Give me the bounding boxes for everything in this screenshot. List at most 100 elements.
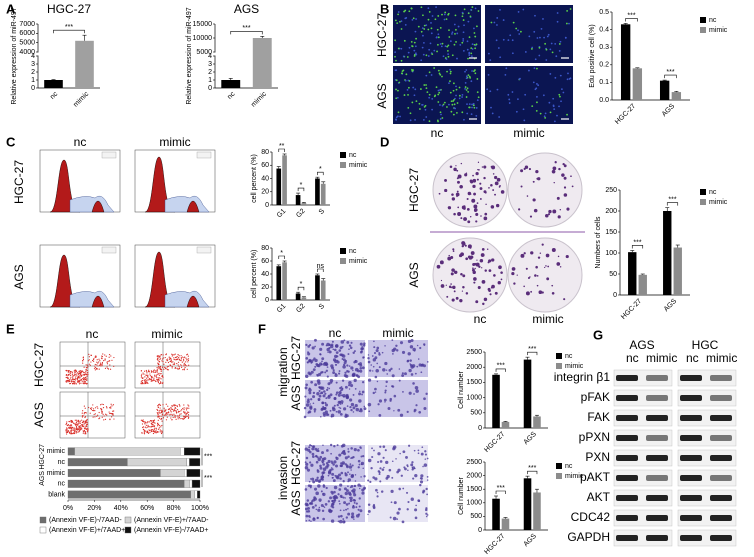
stained-cell	[357, 459, 361, 463]
significance-bracket	[666, 202, 679, 206]
stained-cell	[317, 457, 321, 462]
event	[176, 408, 179, 411]
colony	[445, 284, 447, 286]
axis-break	[212, 52, 218, 56]
event	[183, 357, 185, 359]
event	[184, 411, 186, 413]
band	[710, 415, 732, 421]
event	[76, 379, 78, 381]
stained-cell	[349, 405, 352, 409]
stained-cell	[343, 487, 347, 491]
event	[151, 379, 153, 381]
event	[86, 364, 89, 366]
event	[79, 372, 81, 375]
legend-swatch	[700, 199, 706, 205]
stained-cell	[378, 399, 383, 403]
event	[159, 382, 161, 385]
stained-cell	[352, 406, 356, 410]
colony	[497, 281, 501, 285]
event	[103, 360, 105, 362]
x-tick-label: AGS	[661, 103, 677, 119]
stained-cell	[346, 405, 349, 407]
colony	[459, 184, 463, 189]
cell-dot	[533, 67, 536, 70]
cell-dot	[453, 107, 456, 109]
event	[98, 368, 100, 370]
event	[162, 376, 164, 378]
stained-cell	[412, 477, 415, 480]
cell-dot	[394, 19, 397, 22]
event	[113, 410, 115, 412]
cell-dot	[444, 45, 447, 47]
cell-dot	[466, 103, 468, 106]
event	[176, 405, 178, 408]
cell-dot	[507, 39, 510, 42]
cell-dot	[406, 56, 409, 58]
event	[65, 423, 67, 425]
cell-dot	[395, 118, 398, 121]
event	[161, 420, 163, 422]
stained-cell	[343, 363, 346, 366]
cell-dot	[427, 18, 430, 21]
label: E	[6, 321, 15, 336]
stained-cell	[318, 389, 321, 393]
cell-dot	[455, 28, 457, 31]
event	[98, 358, 100, 360]
event	[163, 366, 166, 368]
event	[157, 413, 159, 415]
colony	[458, 253, 463, 258]
significance-bracket	[495, 490, 506, 494]
event	[146, 374, 148, 377]
event	[146, 381, 148, 383]
stained-cell	[359, 509, 363, 513]
colony	[472, 270, 476, 275]
event	[171, 353, 173, 355]
event	[86, 369, 88, 372]
event	[77, 376, 80, 379]
event	[95, 355, 97, 357]
x-tick-label: mimic	[250, 90, 268, 108]
event	[83, 413, 85, 415]
colony	[461, 205, 466, 210]
cell-dot	[438, 91, 441, 94]
event	[148, 421, 150, 423]
stained-cell	[343, 395, 345, 398]
event	[84, 420, 86, 422]
event	[84, 431, 86, 433]
event	[87, 373, 89, 376]
event	[174, 415, 176, 417]
event	[82, 360, 84, 362]
cell-dot	[474, 7, 477, 10]
event	[180, 364, 182, 366]
event	[159, 357, 162, 359]
row-label: mimic	[47, 448, 66, 455]
event	[112, 404, 115, 406]
y-tick-label: 0	[265, 297, 269, 304]
stained-cell	[353, 518, 355, 520]
colony	[527, 277, 530, 280]
label: HGC-27	[407, 168, 421, 212]
stained-cell	[339, 392, 342, 394]
stained-cell	[314, 365, 317, 368]
event	[178, 368, 180, 370]
y-tick-label: 0.2	[599, 62, 609, 69]
event	[157, 373, 159, 375]
stained-cell	[373, 340, 375, 343]
stained-cell	[335, 393, 338, 396]
significance: *	[319, 166, 322, 173]
band	[616, 475, 638, 481]
cell-dot	[402, 69, 405, 72]
event	[94, 369, 96, 371]
event	[84, 378, 87, 381]
stained-cell	[423, 463, 428, 467]
stained-cell	[319, 464, 322, 468]
y-tick-label: 3	[208, 61, 212, 68]
colony	[470, 255, 474, 259]
event	[78, 422, 80, 424]
stained-cell	[378, 351, 381, 354]
stained-cell	[375, 349, 379, 353]
event	[144, 376, 146, 378]
stained-cell	[337, 520, 340, 523]
bar-segment	[184, 469, 187, 477]
stained-cell	[397, 408, 401, 412]
